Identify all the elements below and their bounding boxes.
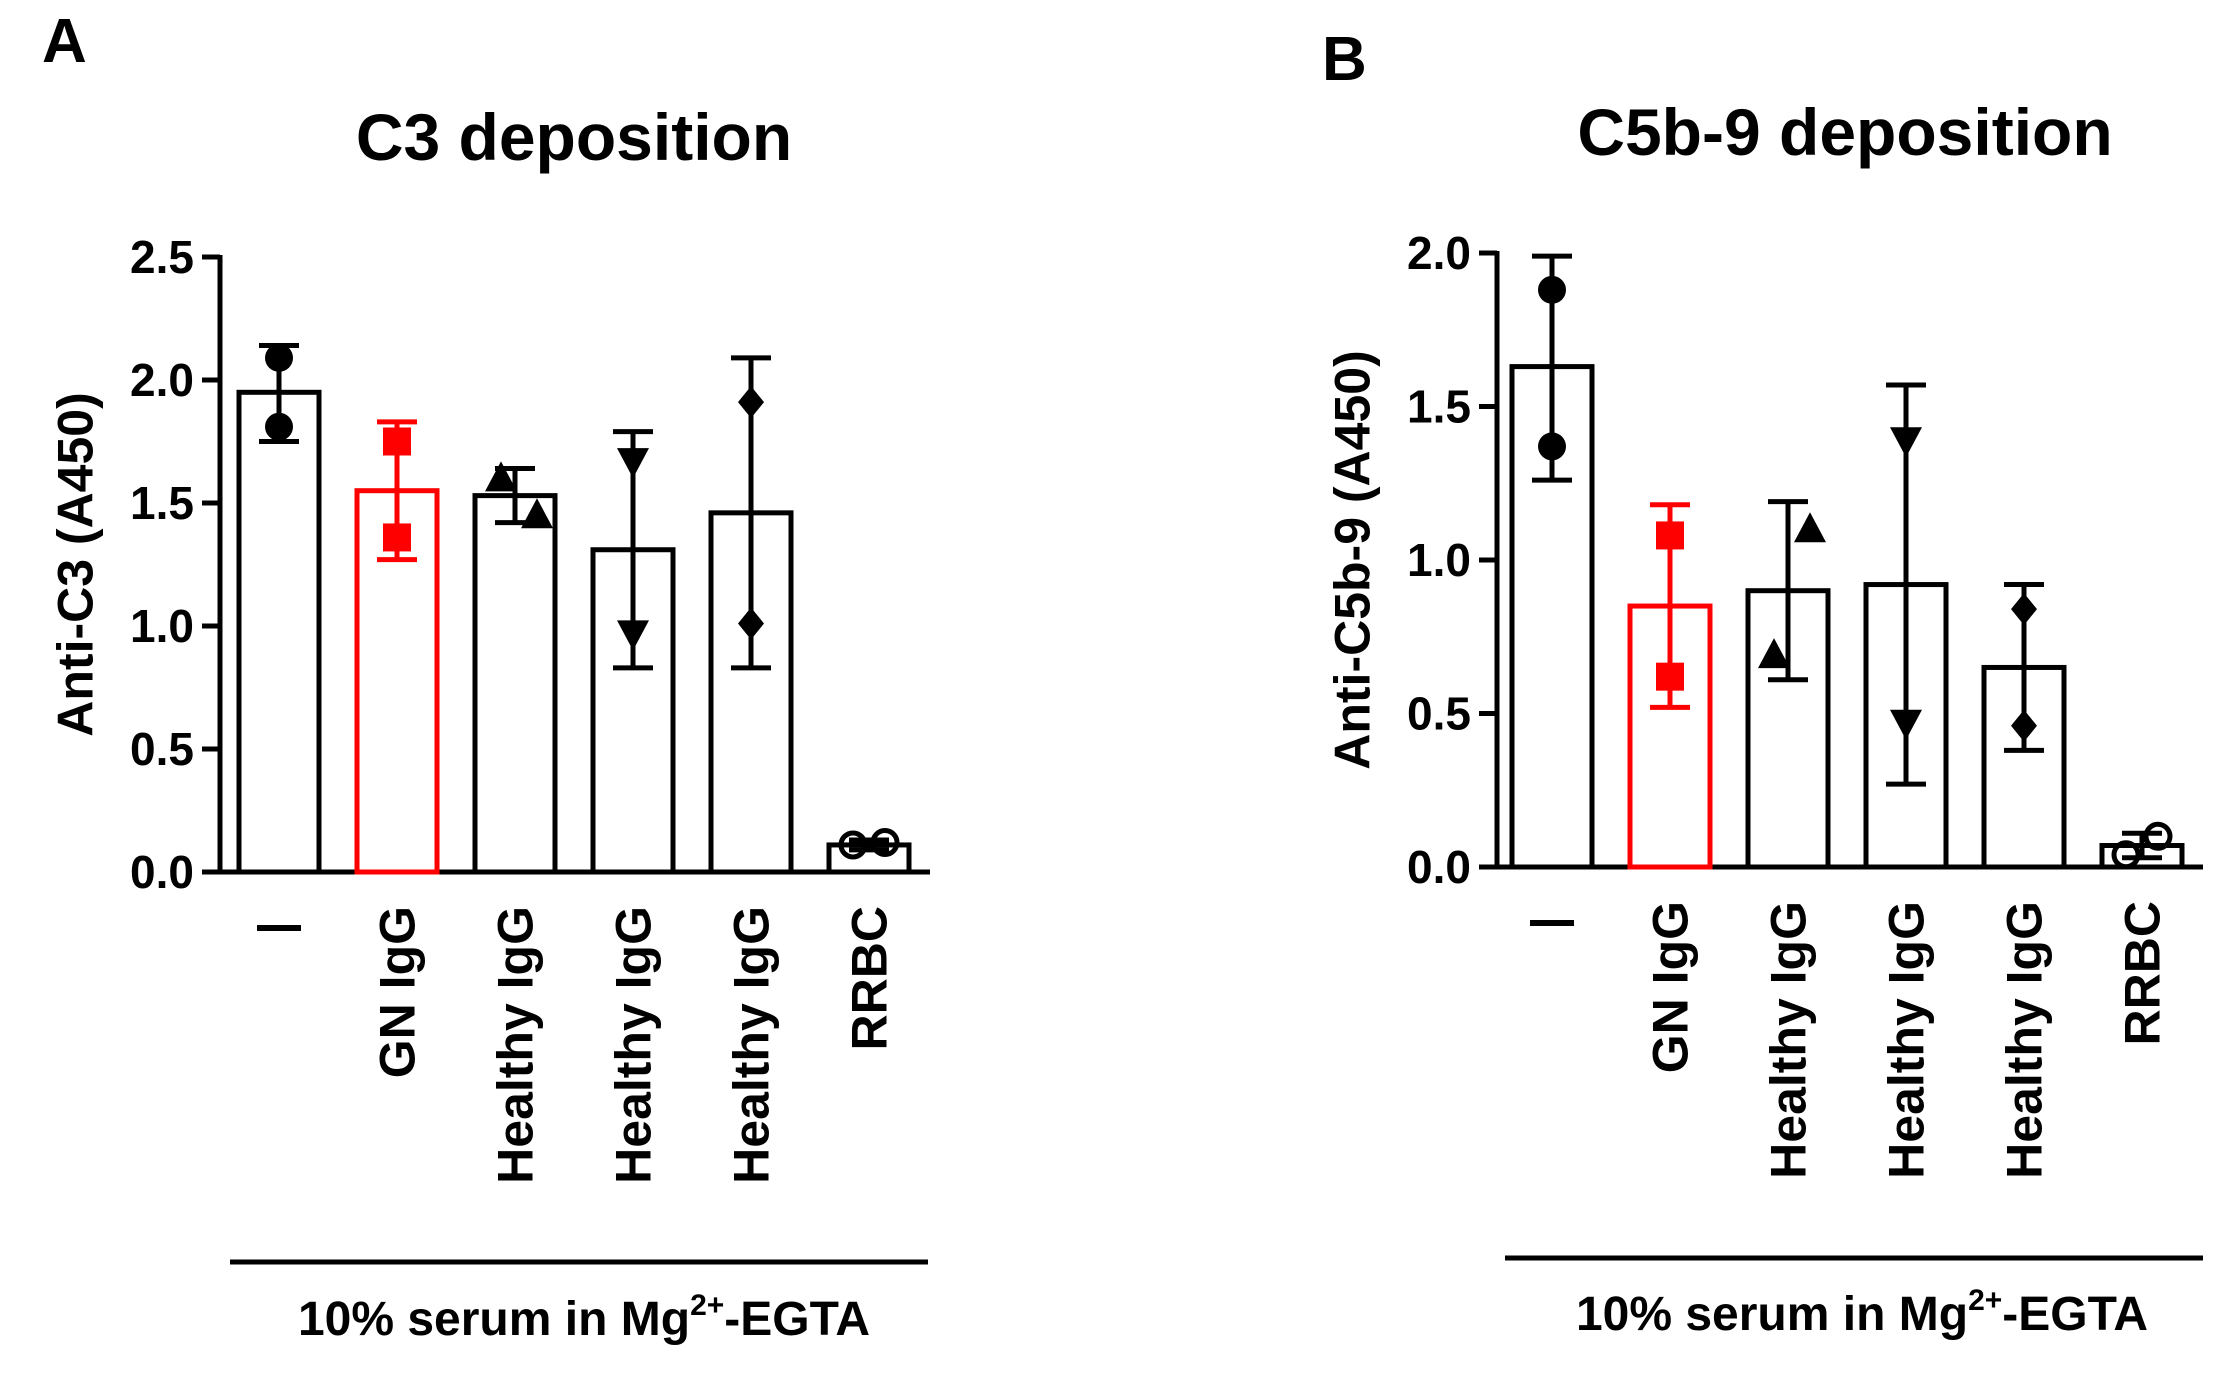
data-point-3-0 [1890, 427, 1922, 458]
data-point-5-1 [870, 827, 900, 857]
y-tick-label: 2.0 [130, 354, 194, 406]
y-tick-label: 1.5 [1407, 381, 1471, 433]
y-tick-label: 1.0 [130, 600, 194, 652]
y-tick-label: 1.0 [1407, 534, 1471, 586]
y-axis-label: Anti-C3 (A450) [48, 392, 104, 736]
y-tick-label: 1.5 [130, 477, 194, 529]
data-point-2-1 [485, 461, 517, 492]
data-point-1-1 [1656, 662, 1684, 691]
data-point-4-1 [2011, 709, 2037, 742]
data-point-4-0 [2011, 593, 2037, 626]
category-label: GN IgG [370, 906, 426, 1078]
data-point-0-0 [1538, 275, 1566, 304]
y-tick-label: 2.5 [130, 231, 194, 283]
data-point-0-1 [265, 412, 293, 441]
data-point-3-1 [1890, 709, 1922, 740]
y-axis-label: Anti-C5b-9 (A450) [1325, 350, 1381, 769]
data-point-1-0 [1656, 521, 1684, 550]
data-point-1-1 [383, 523, 411, 552]
y-tick-label: 0.5 [1407, 688, 1471, 740]
category-label: Healthy IgG [488, 906, 544, 1184]
data-point-5-0 [838, 830, 868, 860]
data-point-4-0 [738, 386, 764, 419]
data-point-2-0 [521, 498, 553, 529]
y-tick-label: 2.0 [1407, 227, 1471, 279]
data-point-3-1 [617, 620, 649, 651]
panel-letter: A [42, 7, 87, 76]
data-point-0-0 [265, 343, 293, 372]
chart-title: C5b-9 deposition [1577, 95, 2112, 169]
category-label: Healthy IgG [1997, 901, 2053, 1179]
panel-letter: B [1322, 25, 1367, 94]
category-label: Healthy IgG [606, 906, 662, 1184]
chart-title: C3 deposition [356, 100, 792, 174]
category-label: GN IgG [1643, 901, 1699, 1073]
data-point-4-1 [738, 607, 764, 640]
bar [236, 389, 322, 875]
y-tick-label: 0.5 [130, 723, 194, 775]
data-point-0-1 [1538, 432, 1566, 461]
group-label: 10% serum in Mg2+-EGTA [298, 1289, 870, 1346]
data-point-3-0 [617, 448, 649, 479]
y-tick-label: 0.0 [130, 846, 194, 898]
data-point-2-1 [1758, 638, 1790, 669]
data-point-2-0 [1794, 512, 1826, 543]
category-label: Healthy IgG [1761, 901, 1817, 1179]
data-point-5-1 [2143, 821, 2173, 851]
category-label: Healthy IgG [1879, 901, 1935, 1179]
data-point-5-0 [2111, 840, 2141, 870]
panel-b-chart: B C5b-9 deposition 0.0 0.5 1.0 1.5 2.0 Anti-C5b… [1322, 25, 2203, 1341]
category-label: Healthy IgG [724, 906, 780, 1184]
panel-a-chart: A C3 deposition 0.0 0.5 1.0 1.5 2.0 2.5 Anti-C3 … [42, 7, 930, 1346]
bar [472, 493, 558, 875]
group-label: 10% serum in Mg2+-EGTA [1576, 1284, 2148, 1341]
data-point-1-0 [383, 427, 411, 456]
category-label: RRBC [842, 906, 898, 1050]
category-label: RRBC [2115, 901, 2171, 1045]
y-tick-label: 0.0 [1407, 841, 1471, 893]
